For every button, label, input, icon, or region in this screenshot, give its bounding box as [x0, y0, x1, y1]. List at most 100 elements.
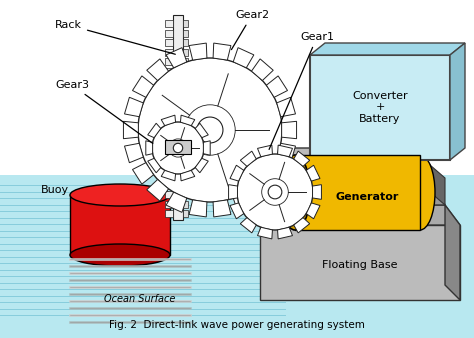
Polygon shape [230, 203, 244, 219]
Circle shape [268, 185, 282, 199]
Bar [183, 191, 188, 198]
Bar [165, 134, 173, 141]
Polygon shape [166, 192, 187, 212]
Polygon shape [230, 165, 244, 181]
Bar [183, 182, 188, 189]
Polygon shape [294, 151, 310, 166]
Bar [183, 29, 188, 37]
Bar [183, 163, 188, 169]
Circle shape [169, 139, 187, 157]
Text: Gear1: Gear1 [269, 32, 334, 149]
Bar [165, 191, 173, 198]
Polygon shape [312, 185, 321, 199]
Text: Gear2: Gear2 [231, 10, 269, 50]
Ellipse shape [280, 155, 310, 230]
Polygon shape [213, 43, 231, 60]
Polygon shape [125, 97, 143, 117]
Polygon shape [245, 165, 445, 205]
Polygon shape [306, 203, 320, 219]
Bar [183, 20, 188, 27]
Polygon shape [166, 48, 187, 68]
Polygon shape [257, 145, 273, 157]
Polygon shape [147, 179, 169, 201]
Polygon shape [213, 200, 231, 217]
Bar [165, 20, 173, 27]
Polygon shape [445, 205, 460, 300]
Bar [165, 115, 173, 122]
Text: Gear3: Gear3 [55, 80, 153, 143]
Polygon shape [132, 163, 154, 184]
Polygon shape [278, 227, 292, 239]
Polygon shape [310, 43, 465, 55]
Bar [183, 115, 188, 122]
Polygon shape [430, 165, 445, 205]
Polygon shape [146, 141, 153, 155]
Polygon shape [306, 165, 320, 181]
Text: Converter
+
Battery: Converter + Battery [352, 91, 408, 124]
Polygon shape [148, 158, 161, 173]
Polygon shape [125, 143, 143, 163]
Bar [165, 144, 173, 150]
Polygon shape [278, 145, 292, 157]
Text: Buoy: Buoy [41, 185, 69, 195]
Polygon shape [161, 170, 175, 181]
Polygon shape [252, 179, 273, 201]
Bar [183, 77, 188, 84]
Bar [70, 195, 170, 255]
Bar [173, 15, 183, 220]
Text: Floating Base: Floating Base [322, 260, 398, 270]
Polygon shape [195, 158, 208, 173]
Bar [183, 87, 188, 94]
Bar [165, 163, 173, 169]
Bar [183, 134, 188, 141]
Polygon shape [277, 97, 295, 117]
Text: Ocean Surface: Ocean Surface [104, 294, 176, 304]
Circle shape [152, 122, 204, 174]
Bar [183, 48, 188, 55]
Bar [183, 200, 188, 208]
Bar [165, 210, 173, 217]
Polygon shape [240, 218, 256, 233]
Polygon shape [294, 218, 310, 233]
Polygon shape [181, 170, 195, 181]
Bar [165, 77, 173, 84]
Polygon shape [203, 141, 210, 155]
Bar [295, 155, 420, 230]
Polygon shape [252, 59, 273, 80]
Bar [165, 96, 173, 103]
Bar [183, 58, 188, 65]
Bar [183, 96, 188, 103]
Polygon shape [245, 205, 460, 225]
Polygon shape [228, 185, 237, 199]
Circle shape [197, 117, 223, 143]
Text: Generator: Generator [336, 193, 399, 202]
Bar [165, 58, 173, 65]
Polygon shape [266, 76, 288, 97]
Circle shape [262, 179, 288, 205]
Bar [165, 124, 173, 131]
Bar [183, 210, 188, 217]
Bar [165, 172, 173, 179]
Ellipse shape [405, 155, 435, 230]
Polygon shape [277, 143, 295, 163]
Bar [165, 87, 173, 94]
Bar [165, 200, 173, 208]
Polygon shape [148, 123, 161, 138]
Bar [183, 68, 188, 74]
Ellipse shape [70, 184, 170, 206]
Polygon shape [233, 48, 254, 68]
Circle shape [173, 143, 182, 153]
Bar [165, 48, 173, 55]
Bar [183, 105, 188, 113]
Text: Fig. 2  Direct-link wave power generating system: Fig. 2 Direct-link wave power generating… [109, 320, 365, 330]
Polygon shape [240, 151, 256, 166]
Bar [295, 155, 420, 230]
Bar [165, 153, 173, 160]
Bar [310, 55, 450, 160]
Polygon shape [161, 115, 175, 126]
Polygon shape [195, 123, 208, 138]
Circle shape [138, 58, 282, 202]
Polygon shape [123, 121, 138, 139]
Polygon shape [233, 192, 254, 212]
Bar [183, 39, 188, 46]
